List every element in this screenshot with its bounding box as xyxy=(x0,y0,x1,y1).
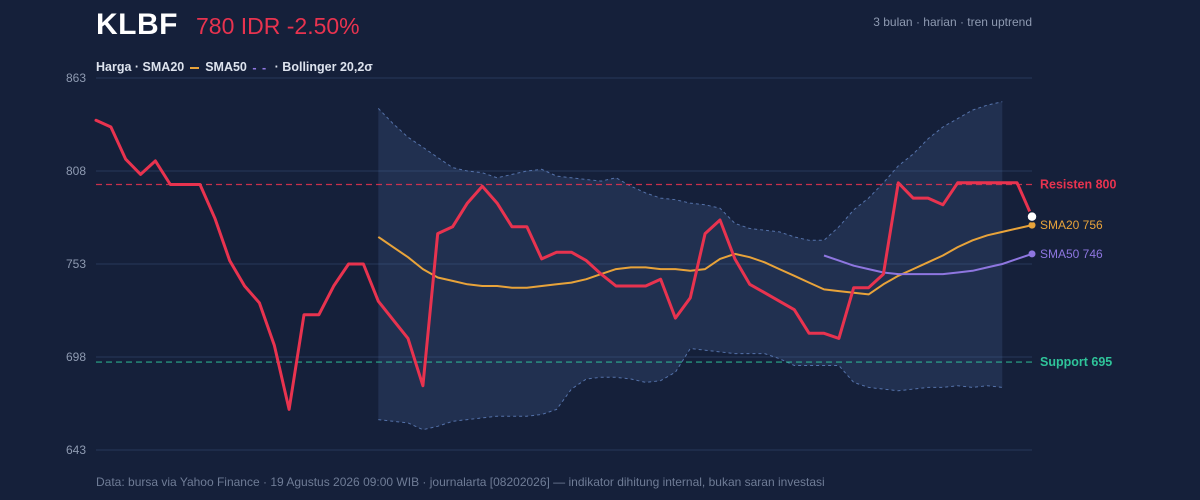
y-tick-label: 863 xyxy=(66,71,86,85)
sma50-end-dot xyxy=(1028,250,1036,258)
y-tick-label: 643 xyxy=(66,443,86,457)
price-end-dot xyxy=(1026,210,1038,223)
legend-sma50-swatch: - - xyxy=(252,60,268,75)
sma20-line xyxy=(377,224,1033,296)
price-line xyxy=(94,118,1034,411)
legend-sma20-swatch xyxy=(189,66,199,69)
bollinger-lower-line xyxy=(378,347,1003,431)
sma50-line xyxy=(823,252,1033,276)
sma20-end-label: SMA20 756 xyxy=(1040,218,1103,232)
legend-sma50: SMA50 xyxy=(205,60,247,74)
ticker-symbol: KLBF xyxy=(96,8,178,41)
footer-source: Data: bursa via Yahoo Finance · 19 Agust… xyxy=(96,475,825,489)
sma20-end-dot xyxy=(1028,221,1036,229)
header: KLBF 780 IDR -2.50% xyxy=(96,8,360,52)
legend-bollinger: · Bollinger 20,2σ xyxy=(274,60,373,74)
support-label: Support 695 xyxy=(1040,355,1112,369)
y-tick-label: 698 xyxy=(66,350,86,364)
price-quote: 780 IDR -2.50% xyxy=(195,13,360,39)
resistance-label: Resisten 800 xyxy=(1040,178,1116,192)
sma50-end-label: SMA50 746 xyxy=(1040,247,1103,261)
chart-meta: 3 bulan · harian · tren uptrend xyxy=(873,15,1032,29)
legend: Harga · SMA20 SMA50 - - · Bollinger 20,2… xyxy=(96,60,373,75)
bollinger-band-area xyxy=(378,101,1003,430)
y-tick-label: 753 xyxy=(66,257,86,271)
bollinger-upper-line xyxy=(377,101,1003,241)
legend-price-sma20: Harga · SMA20 xyxy=(96,60,185,74)
y-tick-label: 808 xyxy=(66,164,86,178)
